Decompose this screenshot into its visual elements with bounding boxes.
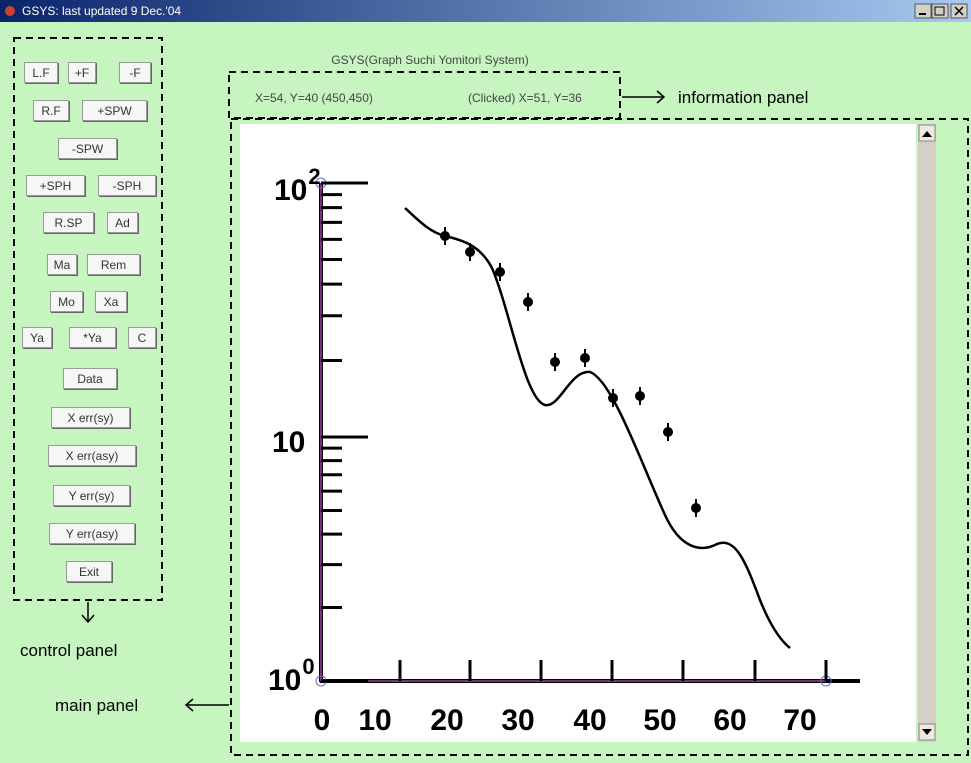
app-icon	[5, 6, 15, 16]
control-button[interactable]: Rem	[87, 254, 140, 275]
control-button[interactable]: Exit	[66, 561, 112, 582]
scan-x-label: 70	[783, 704, 816, 737]
control-button[interactable]: +F	[68, 62, 96, 83]
scan-y-label: 10	[272, 426, 305, 459]
control-button[interactable]: Mo	[50, 291, 83, 312]
control-button[interactable]: +SPH	[26, 175, 85, 196]
header: GSYS(Graph Suchi Yomitori System)	[331, 53, 528, 67]
arrow	[82, 602, 94, 622]
scan-x-label: 50	[643, 704, 676, 737]
scan-y-exponent: 2	[308, 164, 320, 189]
control-button[interactable]: X err(asy)	[48, 445, 136, 466]
scan-x-label: 30	[501, 704, 534, 737]
scan-y-label: 10	[274, 174, 307, 207]
scan-y-label: 10	[268, 664, 301, 697]
info-panel-label: information panel	[678, 88, 808, 107]
control-button[interactable]: +SPW	[82, 100, 147, 121]
window-controls[interactable]	[915, 4, 967, 18]
scan-x-label: 60	[713, 704, 746, 737]
control-button[interactable]: C	[128, 327, 156, 348]
scrollbar[interactable]	[918, 124, 936, 742]
arrow	[186, 699, 229, 711]
control-button[interactable]: Xa	[95, 291, 127, 312]
scan-x-label: 40	[573, 704, 606, 737]
control-panel-label: control panel	[20, 641, 117, 660]
scan-x-label: 0	[314, 704, 331, 737]
control-button[interactable]: Data	[63, 368, 117, 389]
control-button[interactable]: -SPW	[58, 138, 117, 159]
scan-y-exponent: 0	[302, 654, 314, 679]
app-window: GSYS: last updated 9 Dec.'04 control pan…	[0, 0, 971, 763]
control-panel-box	[14, 38, 162, 600]
control-button[interactable]: *Ya	[69, 327, 116, 348]
scan-x-label: 20	[430, 704, 463, 737]
info-clicked: (Clicked) X=51, Y=36	[468, 91, 582, 105]
image-area	[240, 124, 916, 742]
arrow	[622, 91, 664, 103]
control-button[interactable]: X err(sy)	[51, 407, 130, 428]
control-button[interactable]: Ma	[47, 254, 77, 275]
control-button[interactable]: L.F	[24, 62, 58, 83]
control-button[interactable]: Y err(asy)	[49, 523, 135, 544]
control-button[interactable]: R.F	[33, 100, 69, 121]
info-position: X=54, Y=40 (450,450)	[255, 91, 373, 105]
window-title: GSYS: last updated 9 Dec.'04	[22, 4, 181, 18]
scan-x-label: 10	[358, 704, 391, 737]
control-button[interactable]: R.SP	[43, 212, 94, 233]
control-button[interactable]: -SPH	[98, 175, 156, 196]
main-panel-label: main panel	[55, 696, 138, 715]
control-button[interactable]: Ya	[22, 327, 52, 348]
control-button[interactable]: -F	[119, 62, 151, 83]
control-button[interactable]: Ad	[107, 212, 138, 233]
control-button[interactable]: Y err(sy)	[53, 485, 130, 506]
